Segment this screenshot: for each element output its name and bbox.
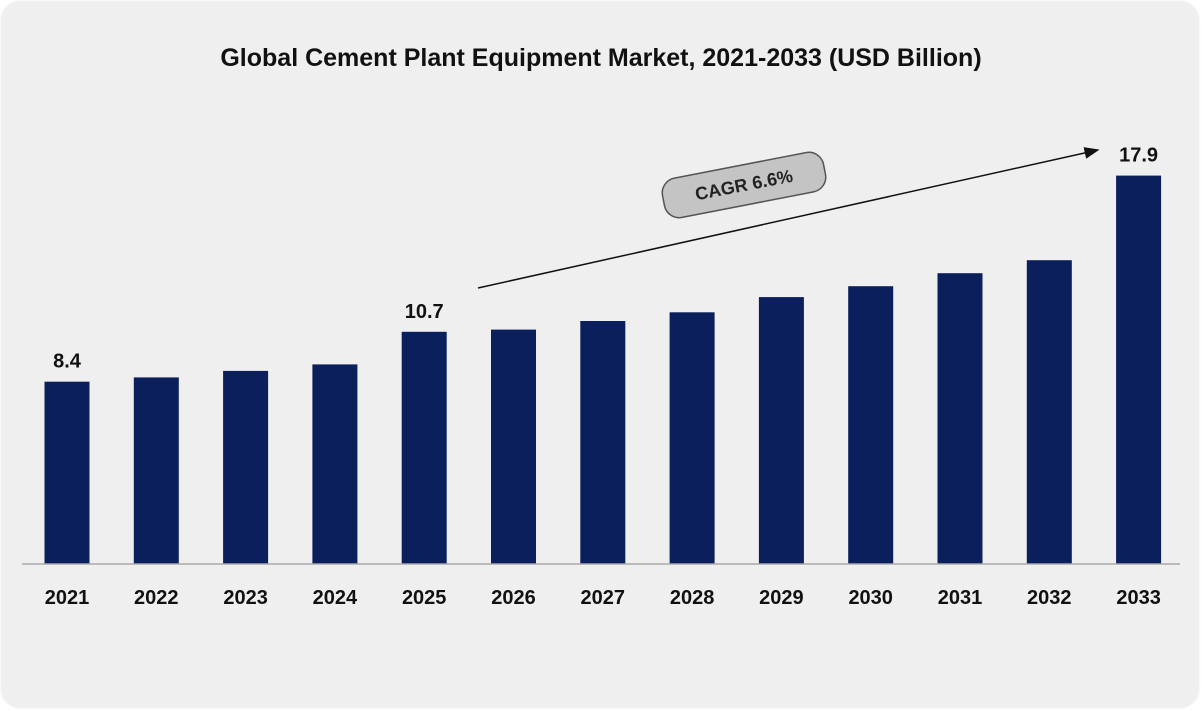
x-tick-label-2033: 2033 [1116,587,1161,609]
x-tick-label-2025: 2025 [402,587,447,609]
bar-2033 [1116,175,1162,564]
x-tick-label-2022: 2022 [134,587,179,609]
bar-2029 [758,297,804,564]
bar-2027 [580,321,626,564]
x-tick-label-2030: 2030 [848,587,893,609]
bar-2032 [1026,260,1072,564]
data-label-2021: 8.4 [53,351,82,373]
bar-2030 [848,286,894,564]
x-tick-label-2024: 2024 [313,587,358,609]
x-tick-label-2021: 2021 [45,587,90,609]
bar-2021 [44,381,90,564]
x-tick-label-2029: 2029 [759,587,804,609]
x-tick-label-2023: 2023 [223,587,268,609]
ticks-layer: 2021 2022 2023 2024 2025 2026 2027 2028 2029 2030… [45,587,1161,609]
bar-2026 [491,329,536,564]
x-tick-label-2026: 2026 [491,587,536,609]
bar-2023 [223,370,269,564]
data-label-2033: 17.9 [1119,145,1158,167]
bar-2024 [312,364,358,564]
bar-2031 [937,273,983,564]
cagr-badge: CAGR 6.6% [661,151,827,219]
x-tick-label-2027: 2027 [581,587,626,609]
bar-2028 [669,312,715,564]
data-label-2025: 10.7 [405,301,444,323]
cagr-arrow [477,147,1100,289]
data-labels-layer: 8.4 10.7 17.9 [53,145,1158,373]
x-tick-label-2032: 2032 [1027,587,1072,609]
chart-title: Global Cement Plant Equipment Market, 20… [220,44,982,72]
x-tick-label-2031: 2031 [938,587,983,609]
bar-2022 [133,377,179,564]
cagr-badge-box [661,151,827,219]
x-tick-label-2028: 2028 [670,587,715,609]
bar-2025 [401,331,447,564]
bars-layer [44,175,1162,564]
